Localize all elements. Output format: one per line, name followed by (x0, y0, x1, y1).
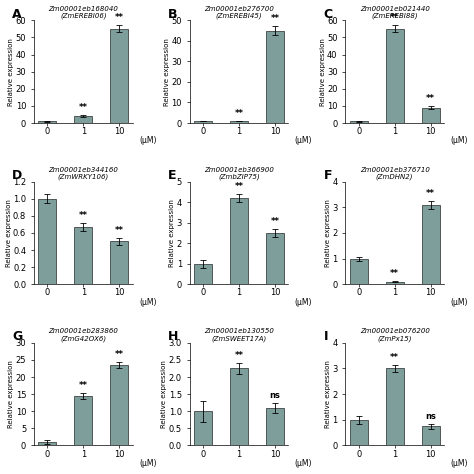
Title: Zm00001eb076200
(ZmPx15): Zm00001eb076200 (ZmPx15) (360, 328, 429, 342)
Bar (74, 396, 92, 446)
Title: Zm00001eb344160
(ZmWRKY106): Zm00001eb344160 (ZmWRKY106) (48, 167, 118, 180)
Text: **: ** (115, 226, 124, 235)
Text: (μM): (μM) (295, 459, 312, 468)
Title: Zm00001eb276700
(ZmEREBI45): Zm00001eb276700 (ZmEREBI45) (204, 6, 274, 19)
Text: **: ** (115, 349, 124, 358)
Title: Zm00001eb021440
(ZmEREBI88): Zm00001eb021440 (ZmEREBI88) (360, 6, 429, 19)
Bar (194, 121, 212, 123)
Bar (421, 108, 439, 123)
Bar (38, 121, 56, 123)
Bar (386, 29, 404, 123)
Y-axis label: Relative expression: Relative expression (8, 360, 14, 428)
Text: E: E (168, 169, 176, 182)
Bar (266, 233, 284, 284)
Bar (110, 29, 128, 123)
Bar (194, 411, 212, 446)
Bar (110, 241, 128, 284)
Y-axis label: Relative expression: Relative expression (325, 360, 331, 428)
Text: **: ** (426, 94, 435, 103)
Text: B: B (168, 8, 177, 21)
Bar (266, 31, 284, 123)
Y-axis label: Relative expression: Relative expression (169, 199, 175, 267)
Text: **: ** (235, 109, 244, 118)
Text: **: ** (390, 269, 399, 278)
Text: (μM): (μM) (295, 137, 312, 146)
Title: Zm00001eb283860
(ZmG42OX6): Zm00001eb283860 (ZmG42OX6) (48, 328, 118, 342)
Bar (350, 121, 368, 123)
Bar (194, 264, 212, 284)
Title: Zm00001eb376710
(ZmDHN2): Zm00001eb376710 (ZmDHN2) (360, 167, 429, 180)
Bar (230, 198, 248, 284)
Text: **: ** (115, 13, 124, 22)
Text: **: ** (79, 381, 88, 390)
Text: (μM): (μM) (139, 137, 156, 146)
Title: Zm00001eb366900
(ZmbZIP75): Zm00001eb366900 (ZmbZIP75) (204, 167, 274, 180)
Y-axis label: Relative expression: Relative expression (161, 360, 167, 428)
Bar (230, 368, 248, 446)
Y-axis label: Relative expression: Relative expression (6, 199, 11, 267)
Bar (386, 282, 404, 284)
Text: I: I (323, 330, 328, 344)
Y-axis label: Relative expression: Relative expression (8, 38, 14, 106)
Y-axis label: Relative expression: Relative expression (319, 38, 326, 106)
Text: **: ** (79, 210, 88, 219)
Text: **: ** (390, 13, 399, 22)
Text: **: ** (235, 182, 244, 191)
Text: **: ** (235, 351, 244, 360)
Text: G: G (12, 330, 22, 344)
Text: (μM): (μM) (139, 459, 156, 468)
Text: F: F (323, 169, 332, 182)
Bar (386, 368, 404, 446)
Text: D: D (12, 169, 22, 182)
Bar (350, 420, 368, 446)
Text: (μM): (μM) (295, 298, 312, 307)
Text: H: H (168, 330, 178, 344)
Title: Zm00001eb168040
(ZmEREBI06): Zm00001eb168040 (ZmEREBI06) (48, 6, 118, 19)
Y-axis label: Relative expression: Relative expression (164, 38, 170, 106)
Bar (421, 426, 439, 446)
Text: A: A (12, 8, 22, 21)
Text: (μM): (μM) (450, 298, 468, 307)
Text: C: C (323, 8, 333, 21)
Text: **: ** (270, 14, 279, 23)
Bar (350, 259, 368, 284)
Text: **: ** (79, 103, 88, 112)
Text: (μM): (μM) (139, 298, 156, 307)
Text: **: ** (390, 353, 399, 362)
Text: (μM): (μM) (450, 137, 468, 146)
Text: **: ** (426, 189, 435, 198)
Bar (74, 227, 92, 284)
Text: ns: ns (269, 391, 280, 400)
Bar (266, 408, 284, 446)
Bar (110, 365, 128, 446)
Bar (38, 442, 56, 446)
Text: ns: ns (425, 411, 436, 420)
Y-axis label: Relative expression: Relative expression (325, 199, 331, 267)
Bar (38, 199, 56, 284)
Bar (230, 121, 248, 123)
Bar (74, 116, 92, 123)
Text: (μM): (μM) (450, 459, 468, 468)
Bar (421, 205, 439, 284)
Text: **: ** (270, 217, 279, 226)
Title: Zm00001eb130550
(ZmSWEET17A): Zm00001eb130550 (ZmSWEET17A) (204, 328, 274, 342)
